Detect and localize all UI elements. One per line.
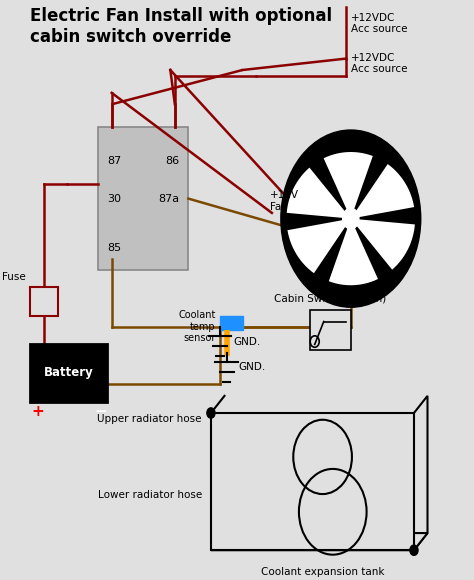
Polygon shape <box>414 396 428 550</box>
Text: 87: 87 <box>107 156 121 166</box>
Text: GND.: GND. <box>238 361 265 372</box>
FancyBboxPatch shape <box>30 287 57 316</box>
Polygon shape <box>329 219 378 285</box>
Text: 85: 85 <box>107 243 121 253</box>
Polygon shape <box>351 164 414 219</box>
Text: −: − <box>94 404 107 419</box>
Text: Coolant expansion tank: Coolant expansion tank <box>261 567 384 577</box>
FancyBboxPatch shape <box>211 413 414 550</box>
Polygon shape <box>211 533 428 550</box>
Circle shape <box>410 545 418 556</box>
Text: Coolant
temp
sensor: Coolant temp sensor <box>178 310 216 343</box>
Text: +12VDC
Acc source: +12VDC Acc source <box>351 53 407 74</box>
FancyBboxPatch shape <box>98 127 188 270</box>
Polygon shape <box>287 168 351 219</box>
Text: 87a: 87a <box>158 194 179 204</box>
Polygon shape <box>324 152 373 219</box>
Circle shape <box>207 408 215 418</box>
FancyBboxPatch shape <box>30 345 107 401</box>
Text: 30: 30 <box>107 194 121 204</box>
Text: +12V
Fan: +12V Fan <box>270 190 299 212</box>
FancyBboxPatch shape <box>220 316 243 330</box>
Text: GND.: GND. <box>234 337 261 347</box>
Text: Upper radiator hose: Upper radiator hose <box>98 414 202 424</box>
Polygon shape <box>287 219 351 273</box>
Text: 86: 86 <box>165 156 179 166</box>
Text: Cabin Switch (option): Cabin Switch (option) <box>274 295 387 304</box>
Polygon shape <box>351 219 415 270</box>
Text: +: + <box>31 404 44 419</box>
Text: Battery: Battery <box>44 367 94 379</box>
FancyBboxPatch shape <box>310 310 351 350</box>
Text: +12VDC
Acc source: +12VDC Acc source <box>351 13 407 34</box>
Text: Electric Fan Install with optional
cabin switch override: Electric Fan Install with optional cabin… <box>30 7 333 46</box>
Text: Fuse: Fuse <box>2 271 26 281</box>
Text: Lower radiator hose: Lower radiator hose <box>98 490 202 501</box>
Circle shape <box>343 208 359 229</box>
Circle shape <box>281 130 421 307</box>
